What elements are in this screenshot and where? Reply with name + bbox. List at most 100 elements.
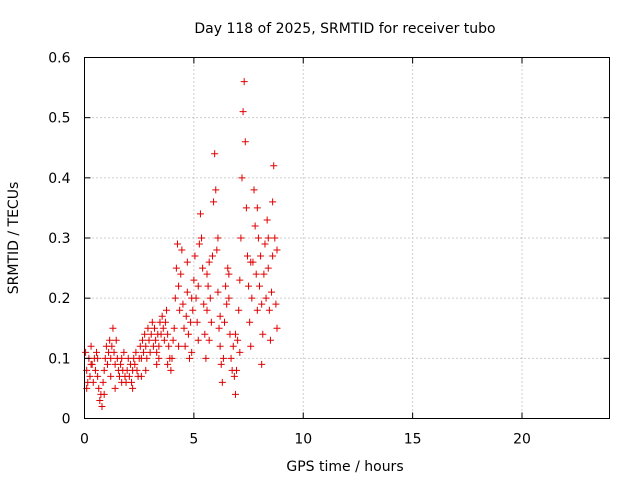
data-point <box>264 264 272 272</box>
data-point <box>132 348 140 356</box>
data-point <box>178 246 186 254</box>
data-point <box>96 396 104 404</box>
data-point <box>266 336 274 344</box>
data-point <box>265 306 273 314</box>
y-axis-label: SRMTID / TECUs <box>6 182 22 295</box>
data-point <box>107 354 115 362</box>
data-point <box>129 384 137 392</box>
data-point <box>190 276 198 284</box>
data-point <box>195 240 203 248</box>
data-point <box>229 342 237 350</box>
data-point <box>183 288 191 296</box>
data-point <box>107 372 115 380</box>
data-point <box>180 324 188 332</box>
data-point <box>142 366 150 374</box>
data-point <box>128 378 136 386</box>
data-point <box>196 210 204 218</box>
x-tick-label: 20 <box>513 432 531 448</box>
data-point <box>213 246 221 254</box>
data-point <box>198 234 206 242</box>
data-point <box>273 246 281 254</box>
data-point <box>243 252 251 260</box>
data-point <box>236 348 244 356</box>
data-point <box>164 360 172 368</box>
data-point <box>204 282 212 290</box>
data-point <box>252 270 260 278</box>
data-point <box>158 312 166 320</box>
data-point <box>182 312 190 320</box>
y-tick-label: 0 <box>62 412 71 428</box>
data-point <box>153 348 161 356</box>
data-point <box>183 258 191 266</box>
data-point <box>175 342 183 350</box>
data-point <box>170 324 178 332</box>
data-point <box>140 348 148 356</box>
data-point <box>215 324 223 332</box>
data-point <box>148 318 156 326</box>
data-point <box>251 222 259 230</box>
data-point <box>155 354 163 362</box>
data-point <box>270 162 278 170</box>
data-point <box>257 252 265 260</box>
data-point <box>231 330 239 338</box>
data-point <box>254 234 262 242</box>
data-point <box>167 366 175 374</box>
data-point <box>137 372 145 380</box>
data-points <box>82 78 281 410</box>
data-point <box>194 336 202 344</box>
data-point <box>219 354 227 362</box>
data-point <box>192 294 200 302</box>
data-point <box>210 198 218 206</box>
data-point <box>179 300 187 308</box>
data-point <box>217 360 225 368</box>
data-point <box>222 282 230 290</box>
data-point <box>98 402 106 410</box>
data-point <box>258 300 266 308</box>
data-point <box>181 342 189 350</box>
data-point <box>221 318 228 326</box>
data-point <box>242 204 250 212</box>
data-point <box>205 258 213 266</box>
data-point <box>153 360 161 368</box>
data-point <box>247 342 255 350</box>
data-point <box>268 288 276 296</box>
data-point <box>218 378 226 386</box>
data-point <box>216 312 224 320</box>
data-point <box>227 354 235 362</box>
data-point <box>201 330 209 338</box>
data-point <box>191 252 199 260</box>
data-point <box>112 336 120 344</box>
data-point <box>99 378 107 386</box>
data-point <box>234 336 242 344</box>
data-point <box>125 372 133 380</box>
data-point <box>214 234 222 242</box>
data-point <box>172 264 180 272</box>
data-point <box>87 360 95 368</box>
data-point <box>86 372 94 380</box>
plot-frame <box>84 57 610 419</box>
data-point <box>248 294 256 302</box>
data-point <box>237 234 245 242</box>
data-point <box>133 366 141 374</box>
y-tick-label: 0.6 <box>48 51 70 67</box>
data-point <box>225 270 233 278</box>
y-tick-label: 0.1 <box>48 351 70 367</box>
data-point <box>103 360 111 368</box>
data-point <box>216 342 224 350</box>
data-point <box>164 330 172 338</box>
data-point <box>159 324 167 332</box>
y-tick-label: 0.3 <box>48 231 70 247</box>
data-point <box>259 330 267 338</box>
x-tick-label: 5 <box>189 432 198 448</box>
data-point <box>188 348 196 356</box>
data-point <box>245 282 253 290</box>
data-point <box>236 276 244 284</box>
data-point <box>230 372 238 380</box>
data-point <box>145 336 153 344</box>
data-point <box>214 288 222 296</box>
data-point <box>155 342 163 350</box>
data-point <box>258 360 266 368</box>
data-point <box>233 366 241 374</box>
chart-title: Day 118 of 2025, SRMTID for receiver tub… <box>194 21 495 37</box>
